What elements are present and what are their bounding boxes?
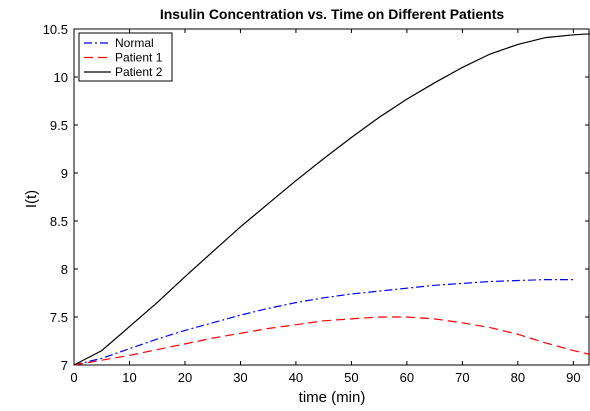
y-tick-label: 7 — [61, 358, 68, 373]
x-tick-label: 70 — [455, 370, 469, 385]
plot-frame — [73, 28, 590, 366]
x-tick-label: 10 — [122, 370, 136, 385]
x-axis-label: time (min) — [299, 389, 366, 406]
x-tick-label: 50 — [344, 370, 358, 385]
x-tick-label: 80 — [511, 370, 525, 385]
series-line-normal — [73, 279, 574, 366]
x-tick-label: 0 — [70, 370, 77, 385]
series-line-patient-2 — [73, 33, 590, 366]
y-tick-label: 8 — [61, 262, 68, 277]
x-tick-label: 30 — [233, 370, 247, 385]
y-tick-label: 9.5 — [50, 118, 68, 133]
x-tick-label: 20 — [178, 370, 192, 385]
chart-title: Insulin Concentration vs. Time on Differ… — [160, 6, 505, 22]
x-tick-label: 90 — [566, 370, 580, 385]
y-axis-label: I(t) — [23, 190, 40, 208]
y-tick-label: 10 — [54, 70, 68, 85]
y-tick-label: 10.5 — [43, 22, 68, 37]
y-tick-label: 9 — [61, 166, 68, 181]
legend-box — [78, 32, 173, 82]
y-tick-label: 8.5 — [50, 214, 68, 229]
legend-label-normal: Normal — [115, 36, 154, 50]
series-line-patient-1 — [73, 316, 590, 366]
legend-label-patient-2: Patient 2 — [115, 65, 163, 79]
legend-label-patient-1: Patient 1 — [115, 51, 163, 65]
x-tick-label: 40 — [289, 370, 303, 385]
x-tick-label: 60 — [400, 370, 414, 385]
y-tick-label: 7.5 — [50, 310, 68, 325]
